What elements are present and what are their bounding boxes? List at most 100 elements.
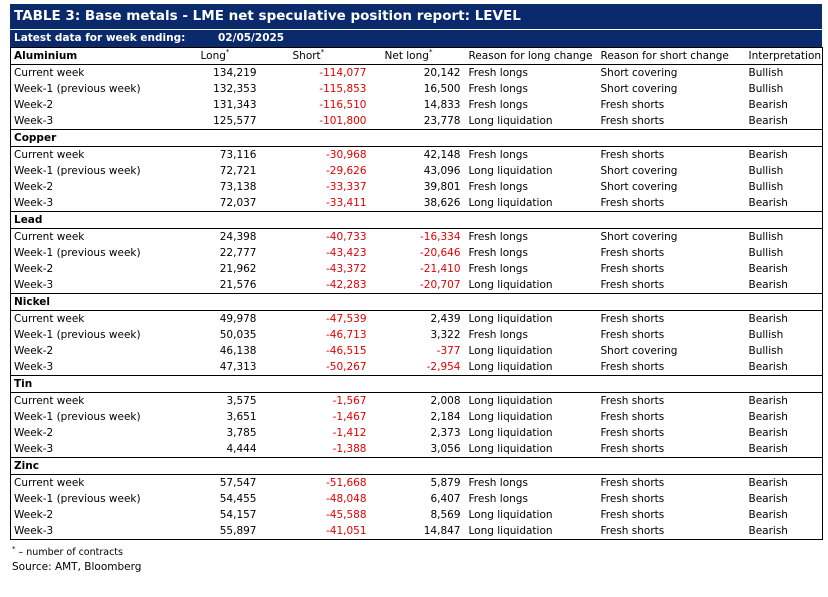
metal-header-row: Lead (10, 211, 823, 229)
row-label: Week-2 (10, 343, 151, 359)
report-table-container: TABLE 3: Base metals - LME net speculati… (10, 4, 823, 575)
interpretation: Bearish (745, 113, 823, 130)
reason-short-change: Short covering (597, 228, 746, 245)
reason-long-change: Fresh longs (468, 83, 528, 95)
reason-long-change: Fresh longs (468, 99, 528, 111)
row-label: Week-2 (10, 179, 151, 195)
table-row: Current week 57,547 -51,668 5,879 Fresh long… (10, 474, 823, 491)
reason-short-change: Fresh shorts (597, 113, 746, 130)
row-label: Current week (10, 392, 151, 409)
long-value: 3,651 (226, 411, 257, 423)
asterisk-marker: * (225, 48, 230, 57)
column-header-long-label: Long (200, 50, 226, 62)
net-long-value: 5,879 (370, 474, 465, 491)
short-value: -29,626 (325, 165, 367, 177)
interpretation: Bullish (745, 179, 823, 195)
reason-short-change: Fresh shorts (597, 359, 746, 376)
reason-short-change: Fresh shorts (597, 195, 746, 212)
net-long-value: 8,569 (430, 509, 461, 521)
net-long-value: 2,373 (430, 427, 461, 439)
empty-cell (260, 375, 371, 393)
net-long-value: -16,334 (370, 228, 465, 245)
row-label: Week-1 (previous week) (10, 245, 151, 261)
empty-cell (150, 457, 261, 475)
empty-cell (464, 293, 598, 311)
short-value: -33,337 (325, 181, 367, 193)
reason-long-change: Long liquidation (468, 427, 553, 439)
short-value: -33,411 (260, 195, 371, 212)
positions-table: Aluminium Long* Short* Net long* Reason for … (10, 47, 823, 540)
long-value: 47,313 (150, 359, 261, 376)
column-header-net-long-label: Net long (384, 50, 429, 62)
table-row: Week-2 73,138 -33,337 39,801 Fresh longs Shor… (10, 179, 823, 195)
empty-cell (597, 375, 746, 393)
table-row: Week-3 21,576 -42,283 -20,707 Long liquidati… (10, 277, 823, 294)
empty-cell (597, 129, 746, 147)
reason-short-change: Fresh shorts (600, 99, 665, 111)
empty-cell (370, 293, 465, 311)
reason-short-change: Fresh shorts (600, 493, 665, 505)
empty-cell (464, 211, 598, 229)
reason-long-change: Long liquidation (464, 392, 598, 409)
long-value: 55,897 (150, 523, 261, 540)
reason-long-change: Fresh longs (464, 474, 598, 491)
empty-cell (370, 211, 465, 229)
empty-cell (260, 129, 371, 147)
long-value: 49,978 (150, 310, 261, 327)
interpretation: Bearish (745, 507, 823, 523)
row-label: Week-3 (10, 277, 151, 294)
net-long-value: 2,008 (370, 392, 465, 409)
reason-short-change: Fresh shorts (600, 263, 665, 275)
latest-data-label: Latest data for week ending: (14, 32, 186, 44)
short-value: -46,515 (325, 345, 367, 357)
reason-short-change: Short covering (600, 345, 678, 357)
interpretation: Bearish (745, 359, 823, 376)
table-row: Current week 73,116 -30,968 42,148 Fresh lon… (10, 146, 823, 163)
column-header-long: Long* (150, 47, 261, 65)
table-row: Week-3 47,313 -50,267 -2,954 Long liquidatio… (10, 359, 823, 376)
column-header-reason-short: Reason for short change (597, 47, 746, 65)
column-header-interpretation: Interpretation (745, 47, 823, 65)
reason-long-change: Long liquidation (464, 523, 598, 540)
long-value: 54,157 (219, 509, 257, 521)
metal-header-row: Zinc (10, 457, 823, 475)
net-long-value: 23,778 (370, 113, 465, 130)
reason-long-change: Fresh longs (468, 329, 528, 341)
table-row: Week-3 55,897 -41,051 14,847 Long liquidatio… (10, 523, 823, 540)
row-label: Week-2 (10, 425, 151, 441)
interpretation: Bullish (745, 64, 823, 81)
table-row: Week-1 (previous week) 132,353 -115,853 16,… (10, 81, 823, 97)
reason-long-change: Long liquidation (468, 345, 553, 357)
long-value: 131,343 (213, 99, 257, 111)
row-label: Week-3 (10, 441, 151, 458)
row-label: Week-3 (10, 359, 151, 376)
metal-name: Nickel (10, 293, 151, 311)
interpretation: Bearish (745, 392, 823, 409)
short-value: -41,051 (260, 523, 371, 540)
empty-cell (464, 457, 598, 475)
empty-cell (260, 293, 371, 311)
column-header-reason-long-label: Reason for long change (468, 50, 593, 62)
column-header-interpretation-label: Interpretation (748, 50, 822, 62)
long-value: 54,455 (219, 493, 257, 505)
short-value: -1,388 (260, 441, 371, 458)
empty-cell (150, 293, 261, 311)
row-label: Current week (10, 64, 151, 81)
reason-long-change: Long liquidation (464, 113, 598, 130)
table-row: Week-1 (previous week) 54,455 -48,048 6,407… (10, 491, 823, 507)
reason-short-change: Short covering (600, 181, 678, 193)
short-value: -40,733 (260, 228, 371, 245)
interpretation: Bearish (745, 441, 823, 458)
short-value: -114,077 (260, 64, 371, 81)
net-long-value: 43,096 (423, 165, 461, 177)
reason-long-change: Long liquidation (464, 441, 598, 458)
footnote-marker: * (12, 545, 16, 553)
reason-long-change: Fresh longs (468, 247, 528, 259)
long-value: 125,577 (150, 113, 261, 130)
short-value: -43,372 (325, 263, 367, 275)
reason-long-change: Long liquidation (464, 195, 598, 212)
long-value: 132,353 (213, 83, 257, 95)
short-value: -30,968 (260, 146, 371, 163)
short-value: -42,283 (260, 277, 371, 294)
interpretation: Bearish (745, 146, 823, 163)
